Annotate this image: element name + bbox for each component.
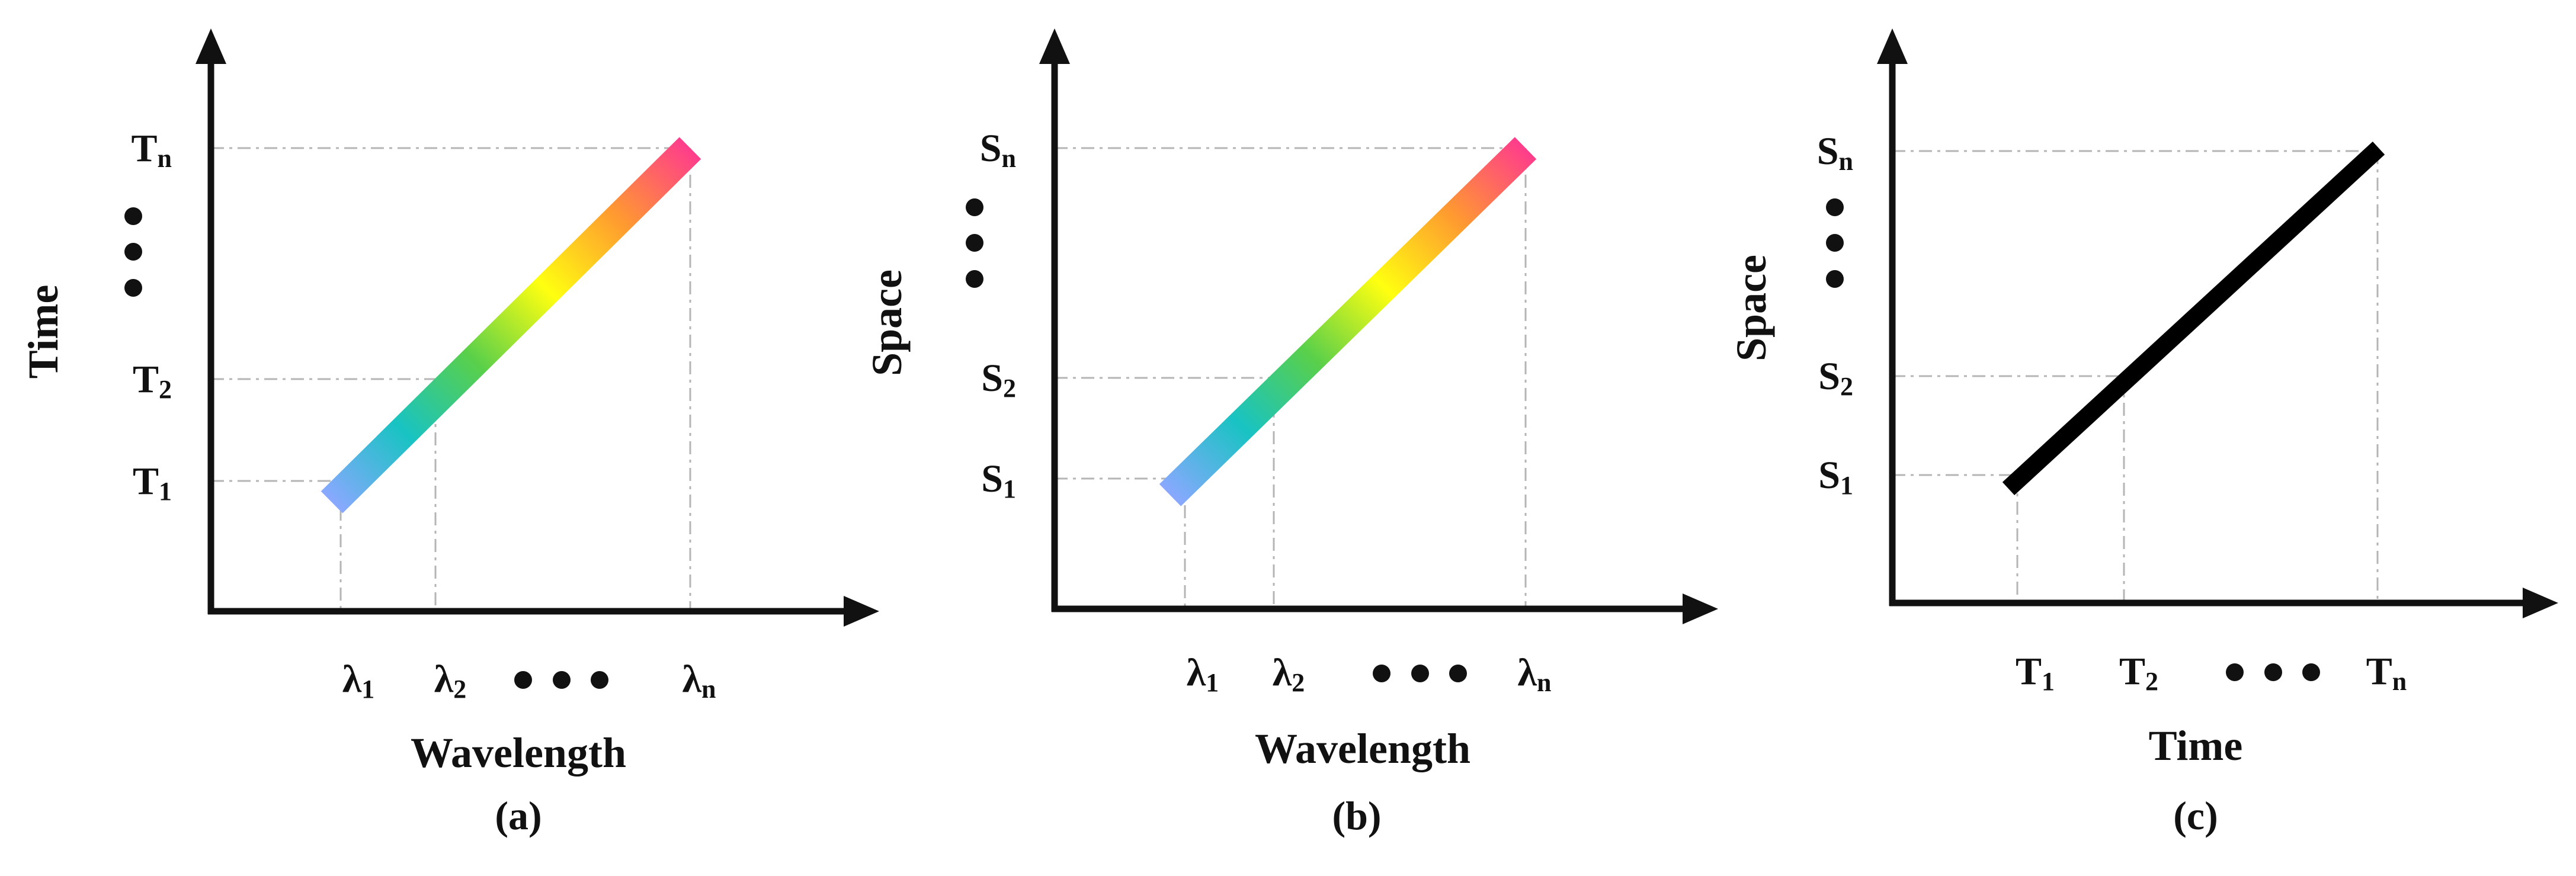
y-axis-title: Space [863,269,911,376]
y-tick-label: T2 [133,358,172,404]
x-ellipsis-dot [1411,665,1429,682]
y-ellipsis-dot [1826,234,1844,252]
spectrum-band [1159,137,1537,506]
x-axis-title: Time [2149,722,2243,769]
x-tick-label: λn [1518,651,1552,697]
x-axis-arrowhead [1683,593,1718,624]
x-tick-label: λ2 [434,657,466,704]
y-axis-arrowhead [1877,28,1908,64]
y-tick-label: T1 [133,460,172,506]
panel-caption: (c) [2173,793,2218,838]
panel-b: S1 S2 Sn λ1 λ2 λn Wavelength Space (b) [863,28,1718,838]
panel-c: S1 S2 Sn T1 T2 Tn Time Space (c) [1728,28,2558,838]
y-axis-arrowhead [196,28,226,64]
y-tick-label: Sn [1817,130,1853,176]
y-tick-label: Tn [131,127,172,173]
panel-caption: (b) [1332,793,1381,838]
x-tick-label: T1 [2016,650,2055,696]
y-ellipsis-dot [1826,270,1844,288]
x-ellipsis-dot [1373,665,1390,682]
y-tick-label: S2 [981,357,1016,403]
x-tick-label: λ1 [342,657,374,704]
x-axis-title: Wavelength [1255,725,1470,772]
y-ellipsis-dot [124,279,142,297]
x-ellipsis-dot [553,671,571,689]
x-ellipsis-dot [591,671,608,689]
x-ellipsis-dot [2264,663,2282,681]
x-tick-label: λn [683,657,716,704]
x-axis-title: Wavelength [411,729,626,776]
x-axis-arrowhead [2523,588,2558,618]
y-ellipsis-dot [1826,198,1844,216]
y-axis-title: Space [1728,255,1775,361]
y-axis-arrowhead [1039,28,1070,64]
panel-a: T1 T2 Tn λ1 λ2 λn Wavelength Time (a) [20,28,879,838]
x-axis-arrowhead [844,596,879,627]
y-ellipsis-dot [124,243,142,261]
x-tick-label: λ2 [1273,651,1305,697]
x-ellipsis-dot [514,671,532,689]
y-ellipsis-dot [966,198,983,216]
x-ellipsis-dot [2302,663,2320,681]
x-ellipsis-dot [2226,663,2244,681]
x-ellipsis-dot [1449,665,1467,682]
panel-caption: (a) [495,793,542,838]
y-ellipsis-dot [124,207,142,225]
y-ellipsis-dot [966,234,983,252]
y-tick-label: Sn [980,127,1016,173]
y-tick-label: S1 [981,457,1016,503]
spectrum-band [321,137,701,514]
y-ellipsis-dot [966,270,983,288]
diagonal-line [2002,141,2385,496]
x-tick-label: Tn [2366,650,2407,696]
x-tick-label: T2 [2119,650,2158,696]
y-tick-label: S1 [1818,454,1853,500]
y-axis-title: Time [20,285,67,379]
x-tick-label: λ1 [1187,651,1219,697]
y-tick-label: S2 [1818,355,1853,401]
